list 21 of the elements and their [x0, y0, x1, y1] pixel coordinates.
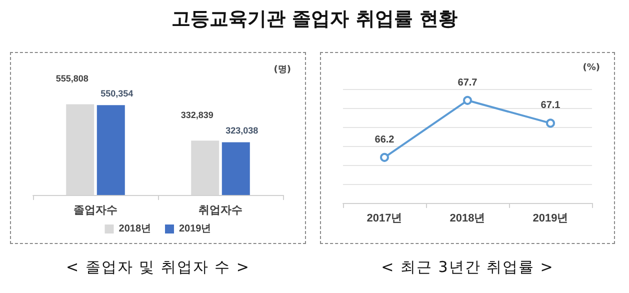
y-axis-title: (%): [582, 63, 600, 73]
data-label: 332,839: [180, 110, 214, 120]
legend-label: 2019년: [179, 224, 212, 234]
text: < 최근 3년간 취업률 >: [380, 258, 555, 277]
data-label: 555,808: [56, 74, 88, 84]
data-label: 323,038: [226, 126, 258, 136]
x-tick-label: 졸업자수: [74, 204, 118, 216]
y-axis-title: (명): [274, 64, 291, 76]
x-tick-label: 2018년: [450, 212, 486, 224]
x-tick-label: 2017년: [366, 212, 402, 224]
chart-title: 고등교육기관 졸업자 취업률 현황: [170, 7, 458, 32]
bar: [222, 142, 250, 195]
x-tick-label: 2019년: [532, 212, 568, 224]
data-label: 550,354: [100, 88, 134, 99]
data-label: 67.1: [540, 100, 561, 112]
bar: [96, 105, 125, 195]
legend-label: 2018년: [118, 224, 152, 234]
data-label: 67.7: [458, 77, 478, 88]
x-tick-label: 취업자수: [198, 204, 242, 216]
text: < 졸업자 및 취업자 수 >: [65, 258, 251, 277]
data-label: 66.2: [374, 134, 395, 146]
